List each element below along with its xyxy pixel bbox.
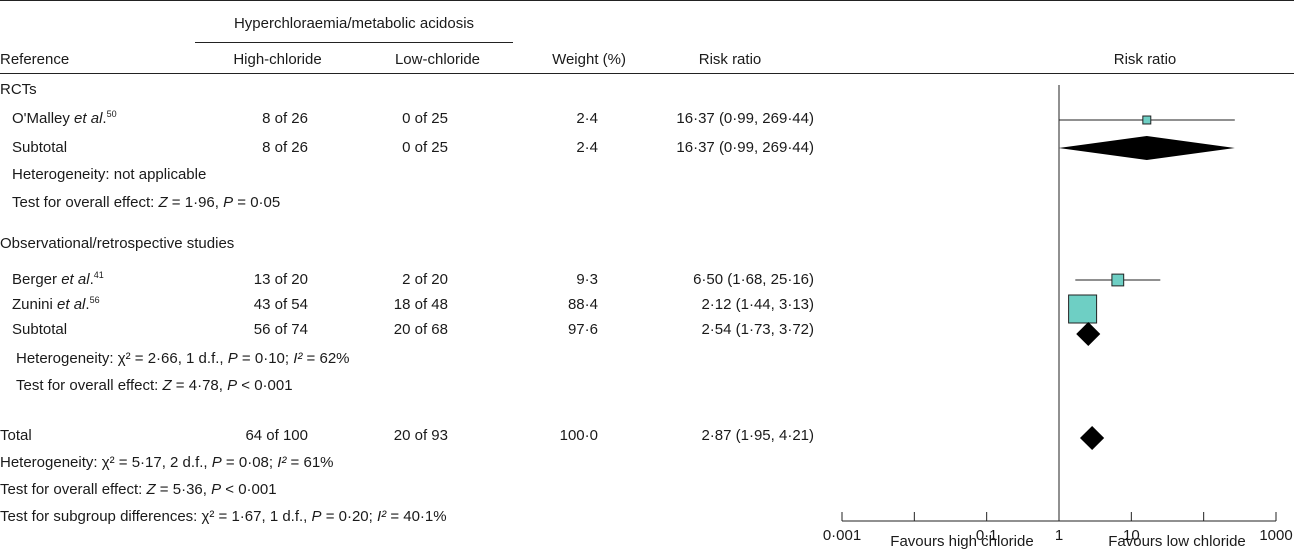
rct-subtotal-high: 8 of 26 (262, 139, 308, 156)
study-berger-marker (1111, 273, 1125, 287)
obs-subtotal-weight: 97·6 (567, 321, 598, 338)
col-plot-header: Risk ratio (1113, 51, 1177, 68)
omalley-rr: 16·37 (0·99, 269·44) (676, 110, 814, 127)
total-low: 20 of 93 (393, 427, 448, 444)
obs-overall-effect: Test for overall effect: Z = 4·78, P < 0… (16, 377, 293, 394)
section-rcts: RCTs (0, 81, 37, 98)
col-low-header: Low-chloride (394, 51, 481, 68)
group-rule (195, 42, 513, 43)
study-zunini-marker (1068, 294, 1098, 324)
obs-subtotal-name: Subtotal (12, 321, 68, 338)
omalley-weight: 2·4 (576, 110, 598, 127)
obs-subtotal-rr: 2·54 (1·73, 3·72) (701, 321, 814, 338)
subgroup-differences: Test for subgroup differences: χ² = 1·67… (0, 508, 447, 525)
top-rule (0, 0, 1294, 1)
group-header: Hyperchloraemia/metabolic acidosis (233, 15, 475, 32)
total-name: Total (0, 427, 32, 444)
zunini-high: 43 of 54 (253, 296, 308, 313)
total-overall-effect: Test for overall effect: Z = 5·36, P < 0… (0, 481, 277, 498)
study-name-berger: Berger et al.41 (12, 270, 104, 289)
berger-low: 2 of 20 (402, 271, 448, 288)
favours-low-label: Favours low chloride (1108, 533, 1246, 550)
col-rr-header: Risk ratio (698, 51, 762, 68)
rct-subtotal-low: 0 of 25 (402, 139, 448, 156)
zunini-rr: 2·12 (1·44, 3·13) (701, 296, 814, 313)
study-name-zunini: Zunini et al.56 (12, 295, 100, 314)
berger-rr: 6·50 (1·68, 25·16) (693, 271, 814, 288)
favours-high-label: Favours high chloride (890, 533, 1033, 550)
omalley-high: 8 of 26 (262, 110, 308, 127)
total-weight: 100·0 (559, 427, 598, 444)
study-name-omalley: O'Malley et al.50 (12, 109, 117, 128)
omalley-low: 0 of 25 (402, 110, 448, 127)
rct-subtotal-weight: 2·4 (576, 139, 598, 156)
total-rr: 2·87 (1·95, 4·21) (701, 427, 814, 444)
x-tick-label-3: 10 (1123, 527, 1140, 544)
x-tick-label-4: 1000 (1259, 527, 1292, 544)
berger-weight: 9·3 (576, 271, 598, 288)
x-tick-label-0: 0·001 (823, 527, 861, 544)
total-heterogeneity: Heterogeneity: χ² = 5·17, 2 d.f., P = 0·… (0, 454, 334, 471)
berger-high: 13 of 20 (253, 271, 308, 288)
obs-subtotal-high: 56 of 74 (253, 321, 308, 338)
rct-subtotal-name: Subtotal (12, 139, 68, 156)
obs-subtotal-diamond (1076, 322, 1101, 346)
rct-subtotal-rr: 16·37 (0·99, 269·44) (676, 139, 814, 156)
total-diamond (1079, 426, 1105, 450)
total-high: 64 of 100 (245, 427, 308, 444)
zunini-weight: 88·4 (567, 296, 598, 313)
x-tick-label-1: 0·1 (976, 527, 998, 544)
col-weight-header: Weight (%) (552, 51, 626, 68)
obs-heterogeneity: Heterogeneity: χ² = 2·66, 1 d.f., P = 0·… (16, 350, 350, 367)
section-observational: Observational/retrospective studies (0, 235, 235, 252)
obs-subtotal-low: 20 of 68 (393, 321, 448, 338)
zunini-low: 18 of 48 (393, 296, 448, 313)
rct-overall-effect: Test for overall effect: Z = 1·96, P = 0… (12, 194, 281, 211)
col-reference-header: Reference (0, 51, 70, 68)
col-high-header: High-chloride (233, 51, 322, 68)
study-omalley-marker (1142, 115, 1152, 125)
rct-heterogeneity: Heterogeneity: not applicable (12, 166, 207, 183)
header-rule (0, 73, 1294, 74)
rct-subtotal-diamond (1058, 136, 1235, 160)
x-tick-label-2: 1 (1055, 527, 1063, 544)
